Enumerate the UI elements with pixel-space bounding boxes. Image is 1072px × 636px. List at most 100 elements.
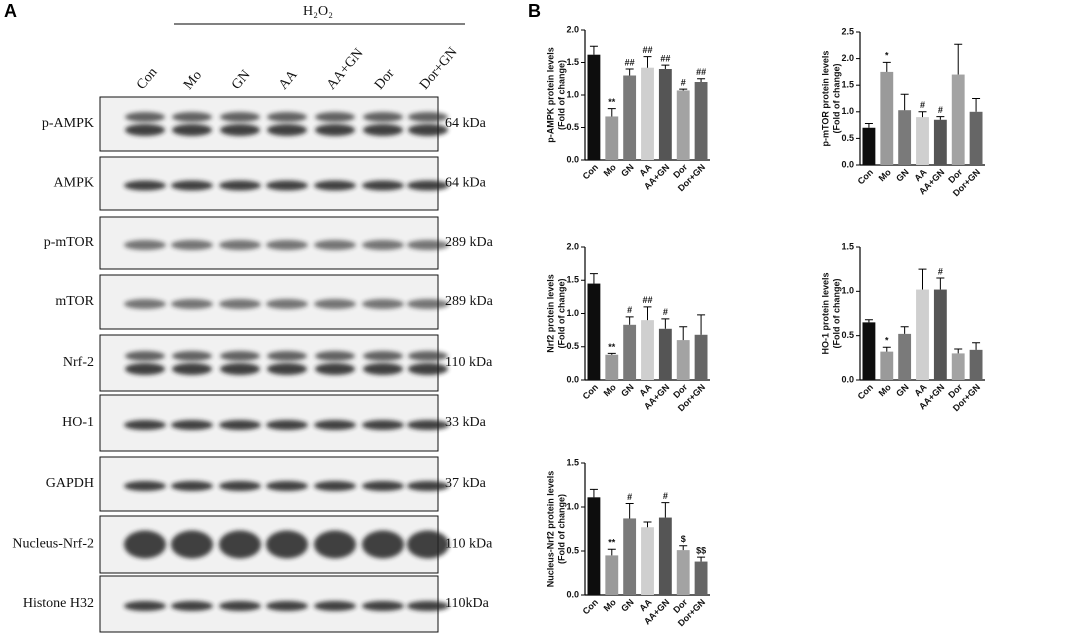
error-bar	[607, 108, 616, 117]
y-axis-label: Nucleus-Nrf2 protein levels	[545, 471, 555, 588]
error-bar	[589, 45, 598, 55]
y-tick-label: 1.5	[566, 275, 579, 285]
x-tick-label: Con	[856, 382, 875, 401]
y-tick-label: 0.0	[566, 589, 579, 599]
y-tick-label: 0.5	[566, 545, 579, 555]
protein-label: p-mTOR	[44, 235, 95, 250]
significance-label: **	[608, 342, 616, 352]
bar	[676, 340, 690, 380]
x-tick-label: Con	[856, 167, 875, 186]
error-bar	[625, 68, 634, 76]
bar	[951, 74, 965, 165]
mass-label: 33 kDa	[445, 415, 487, 430]
band	[220, 112, 260, 122]
significance-label: #	[663, 491, 668, 501]
band	[171, 180, 213, 191]
band	[407, 420, 449, 430]
y-axis-label: (Fold of change)	[831, 64, 841, 134]
bar	[605, 555, 619, 595]
y-tick-label: 1.0	[566, 89, 579, 99]
band	[266, 240, 308, 250]
x-tick-label: Mo	[877, 167, 894, 184]
band	[363, 363, 403, 375]
y-tick-label: 2.0	[566, 24, 579, 34]
band	[267, 351, 307, 361]
y-tick-label: 2.5	[841, 26, 854, 36]
error-bar	[607, 548, 616, 556]
band	[314, 180, 356, 191]
significance-label: ##	[696, 67, 706, 77]
band	[171, 420, 213, 430]
band	[171, 530, 213, 559]
bar	[694, 334, 708, 380]
band	[314, 530, 356, 559]
x-tick-label: Mo	[877, 382, 894, 399]
band	[220, 363, 260, 375]
x-tick-label: Mo	[602, 162, 619, 179]
band	[267, 363, 307, 375]
error-bar	[954, 43, 963, 75]
significance-label: **	[608, 538, 616, 548]
x-tick-label: GN	[619, 162, 636, 179]
significance-label: #	[938, 105, 943, 115]
band	[171, 601, 213, 611]
error-bar	[679, 326, 688, 341]
error-bar	[661, 502, 670, 518]
y-tick-label: 1.0	[841, 106, 854, 116]
y-tick-label: 0.0	[841, 159, 854, 169]
lane-label: Con	[134, 65, 160, 93]
lane-label: Dor	[372, 66, 398, 93]
band	[219, 420, 261, 430]
y-axis-label: (Fold of change)	[556, 279, 566, 349]
bar	[694, 561, 708, 595]
error-bar	[661, 318, 670, 329]
y-tick-label: 0.0	[566, 154, 579, 164]
significance-label: #	[920, 100, 925, 110]
x-tick-label: GN	[894, 167, 911, 184]
band	[407, 530, 449, 559]
significance-label: **	[608, 97, 616, 107]
error-bar	[918, 111, 927, 118]
band	[407, 601, 449, 611]
error-bar	[643, 521, 652, 528]
band	[267, 124, 307, 136]
significance-label: #	[627, 305, 632, 315]
protein-label: mTOR	[55, 294, 94, 309]
band	[219, 481, 261, 491]
y-axis-label: p-mTOR protein levels	[820, 51, 830, 147]
significance-label: #	[627, 492, 632, 502]
y-tick-label: 1.5	[566, 57, 579, 67]
blot-frame	[99, 334, 439, 392]
band	[314, 420, 356, 430]
bar	[694, 82, 708, 160]
bar	[951, 353, 965, 380]
bar	[969, 349, 983, 380]
error-bar	[882, 61, 891, 72]
error-bar	[918, 268, 927, 290]
y-tick-label: 1.5	[566, 457, 579, 467]
error-bar	[697, 78, 706, 82]
lane-label: Mo	[181, 68, 205, 93]
bar	[587, 497, 601, 595]
band	[407, 180, 449, 191]
protein-label: AMPK	[54, 176, 94, 191]
significance-label: *	[885, 51, 889, 61]
bar	[916, 289, 929, 380]
bar	[641, 527, 654, 595]
x-tick-label: GN	[619, 382, 636, 399]
band	[124, 299, 166, 309]
error-bar	[972, 342, 981, 350]
mass-label: 289 kDa	[445, 294, 494, 309]
lane-label: AA	[276, 67, 301, 93]
error-bar	[625, 502, 634, 519]
bar	[916, 117, 929, 165]
band	[219, 180, 261, 191]
bar	[587, 54, 601, 161]
bar	[676, 550, 690, 595]
band	[266, 180, 308, 191]
y-tick-label: 0.5	[566, 122, 579, 132]
significance-label: #	[938, 266, 943, 276]
error-bar	[643, 306, 652, 321]
band	[124, 601, 166, 611]
